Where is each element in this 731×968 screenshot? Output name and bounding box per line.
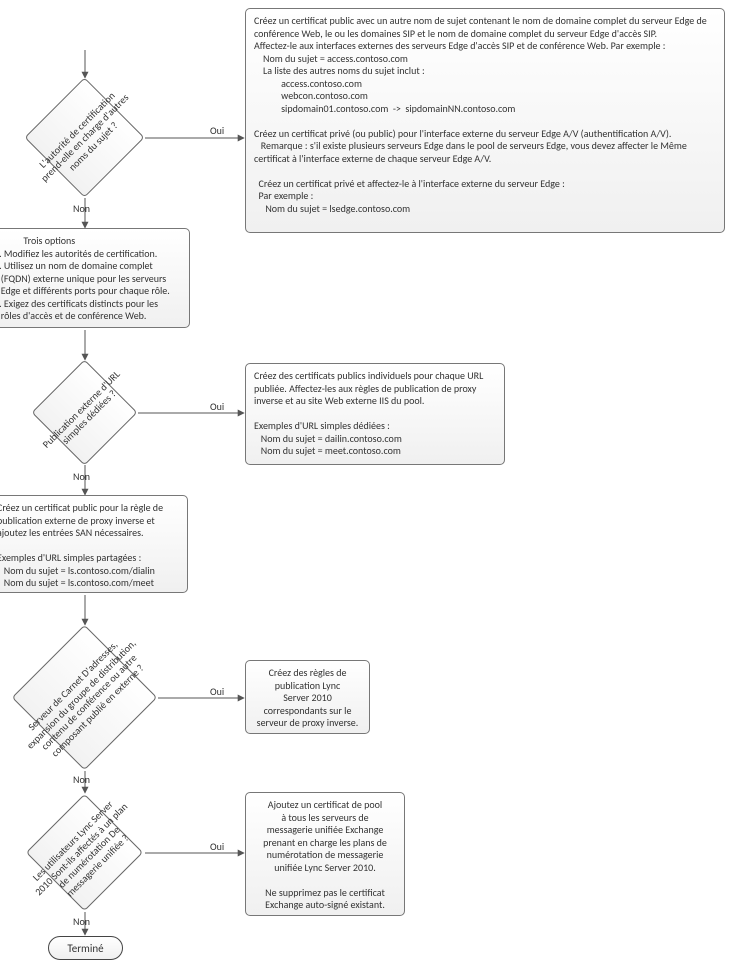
process-lync-publish-rules: Créez des règles de publication Lync Ser… bbox=[245, 660, 370, 734]
terminator-done: Terminé bbox=[48, 936, 123, 960]
label-yes-1: Oui bbox=[210, 124, 224, 137]
label-no-1: Non bbox=[73, 202, 90, 215]
decision-external-components: Serveur de Carnet D'adresses, expansion … bbox=[33, 646, 136, 749]
process-exchange-um-cert: Ajoutez un certificat de pool à tous les… bbox=[245, 792, 405, 916]
label-no-4: Non bbox=[73, 915, 90, 928]
process-reverse-proxy-cert: Créez un certificat public pour la règle… bbox=[0, 495, 188, 593]
process-create-san-cert: Créez un certificat public avec un autre… bbox=[245, 8, 725, 233]
decision-simple-urls: Publication externe d'URL simples dédiée… bbox=[47, 375, 122, 450]
process-three-options: Trois options 1. Modifiez les autorités … bbox=[0, 228, 190, 328]
label-yes-2: Oui bbox=[210, 400, 224, 413]
label-no-2: Non bbox=[73, 470, 90, 483]
decision-um-dialplan: Les utilisateurs Lync Server 2010 Sont-i… bbox=[43, 811, 126, 894]
label-yes-3: Oui bbox=[210, 685, 224, 698]
process-individual-url-certs: Créez des certificats publics individuel… bbox=[245, 363, 505, 465]
label-yes-4: Oui bbox=[210, 840, 224, 853]
decision-ca-san: L'autorité de certification prend-elle e… bbox=[42, 95, 127, 180]
